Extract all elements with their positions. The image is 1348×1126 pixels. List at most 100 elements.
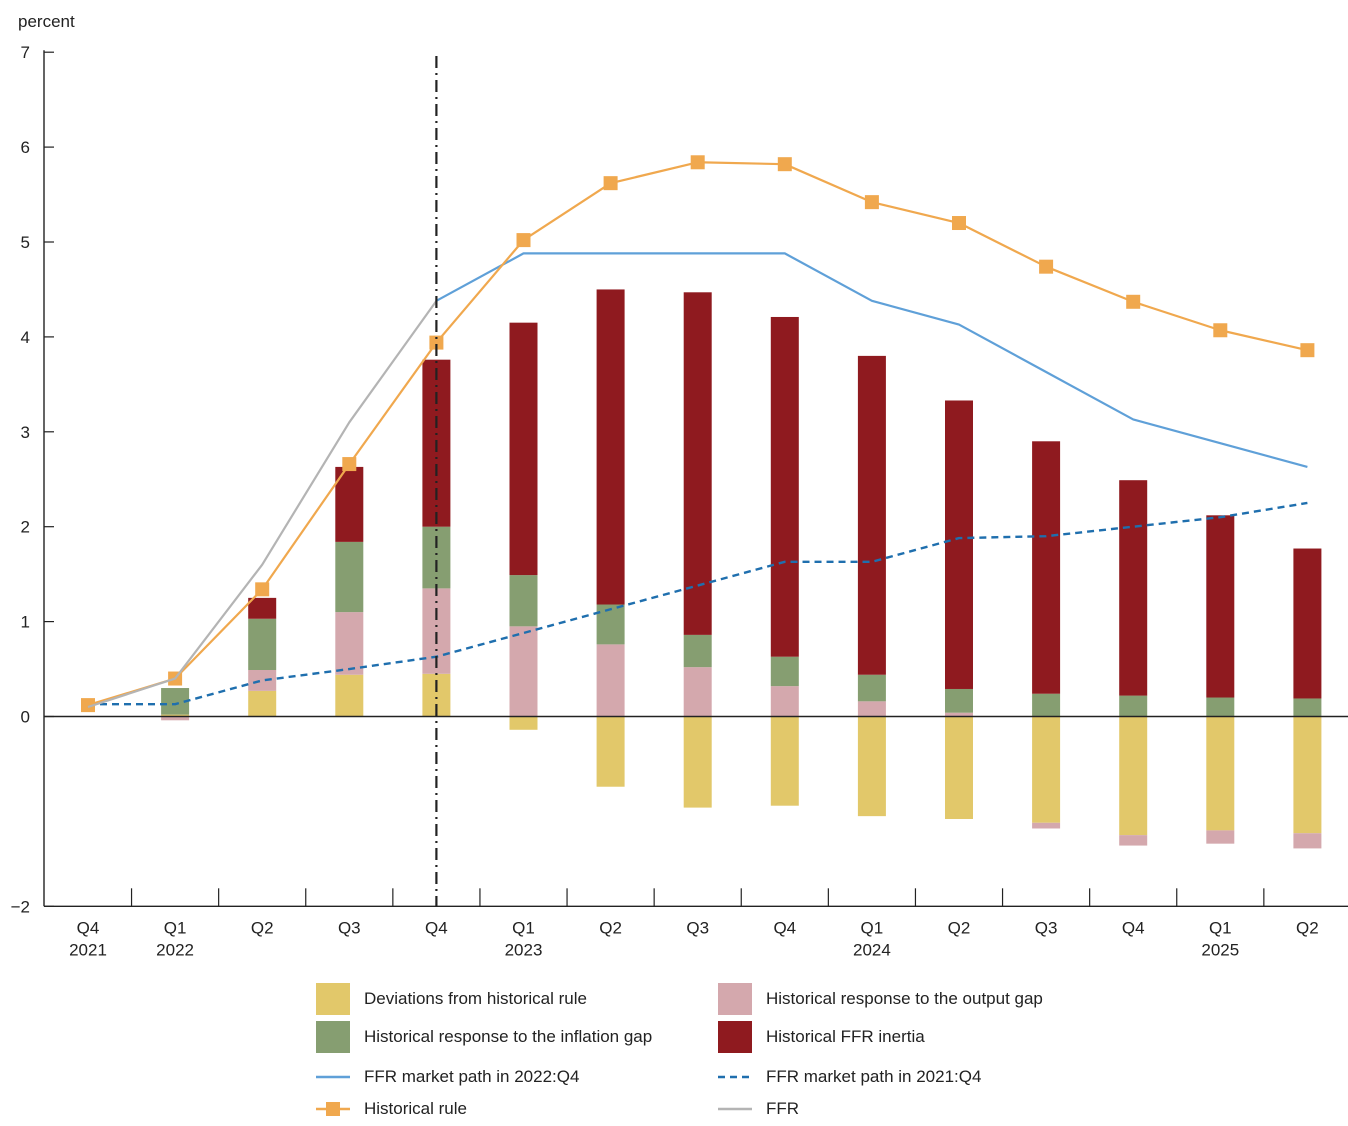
- bar-historical-response-to-the-inflation-gap: [1206, 697, 1235, 717]
- bar-historical-response-to-the-inflation-gap: [509, 575, 538, 627]
- y-tick-label: 5: [21, 233, 30, 252]
- bar-historical-response-to-the-output-gap: [509, 626, 538, 717]
- legend-item-inflation-gap: Historical response to the inflation gap: [316, 1020, 652, 1054]
- marker-historical-rule: [952, 216, 966, 231]
- bar-deviations-from-historical-rule: [857, 716, 886, 817]
- legend-label-historical-rule: Historical rule: [364, 1099, 467, 1118]
- marker-historical-rule: [1213, 323, 1228, 338]
- bar-deviations-from-historical-rule: [248, 690, 277, 717]
- legend-item-market-2021q4: FFR market path in 2021:Q4: [718, 1060, 981, 1094]
- bar-historical-response-to-the-output-gap: [1032, 822, 1061, 829]
- bar-historical-response-to-the-output-gap: [1206, 830, 1235, 844]
- bar-historical-response-to-the-inflation-gap: [422, 526, 451, 589]
- x-tick-label-quarter: Q4: [425, 918, 448, 937]
- bar-deviations-from-historical-rule: [1119, 716, 1148, 836]
- bar-historical-response-to-the-output-gap: [945, 712, 973, 717]
- bar-historical-ffr-inertia: [1293, 548, 1322, 699]
- x-tick-label-quarter: Q3: [686, 918, 709, 937]
- legend-item-historical-rule: Historical rule: [316, 1092, 467, 1126]
- bar-deviations-from-historical-rule: [1206, 716, 1235, 831]
- bar-deviations-from-historical-rule: [770, 716, 799, 806]
- bar-historical-response-to-the-output-gap: [857, 701, 886, 717]
- bar-historical-response-to-the-output-gap: [770, 686, 799, 717]
- legend-label-deviations: Deviations from historical rule: [364, 989, 587, 1008]
- line-ffr-market-path-in-2021-q4: [88, 501, 1308, 706]
- x-tick-label-quarter: Q2: [251, 918, 274, 937]
- legend-item-output-gap: Historical response to the output gap: [718, 982, 1043, 1016]
- bar-historical-ffr-inertia: [945, 400, 973, 689]
- x-tick-label-quarter: Q2: [599, 918, 622, 937]
- bar-historical-ffr-inertia: [1206, 515, 1235, 698]
- marker-historical-rule: [864, 195, 879, 210]
- bar-historical-response-to-the-inflation-gap: [1293, 698, 1322, 717]
- marker-historical-rule: [342, 457, 357, 472]
- marker-historical-rule: [429, 335, 444, 350]
- x-tick-label-quarter: Q1: [861, 918, 884, 937]
- legend-swatch-output-gap: [718, 983, 752, 1015]
- x-tick-label-year: 2022: [156, 940, 194, 959]
- y-tick-label: 3: [21, 423, 30, 442]
- legend-line-ffr: [718, 1107, 752, 1111]
- legend-item-ffr-inertia: Historical FFR inertia: [718, 1020, 925, 1054]
- marker-historical-rule: [690, 155, 705, 170]
- marker-historical-rule: [1126, 294, 1141, 309]
- bar-historical-ffr-inertia: [248, 597, 277, 619]
- bar-historical-response-to-the-inflation-gap: [335, 541, 364, 613]
- legend-label-ffr-inertia: Historical FFR inertia: [766, 1027, 925, 1046]
- marker-historical-rule: [1300, 343, 1315, 358]
- x-tick-label-quarter: Q2: [948, 918, 971, 937]
- legend-label-market-2021q4: FFR market path in 2021:Q4: [766, 1067, 982, 1086]
- bar-historical-response-to-the-inflation-gap: [1032, 693, 1061, 717]
- chart-canvas: percent −2 0 1 2 3 4 5 6 7 Q4 2021 Q1 2022 Q2 Q3 Q4 Q1 2…: [11, 12, 1348, 959]
- y-tick-label: 4: [21, 328, 30, 347]
- bar-deviations-from-historical-rule: [683, 716, 712, 808]
- marker-historical-rule: [603, 176, 618, 191]
- bar-historical-response-to-the-output-gap: [335, 612, 364, 675]
- legend-swatch-deviations: [316, 983, 350, 1015]
- y-tick-label: 0: [21, 708, 30, 727]
- x-tick-label-quarter: Q1: [1209, 918, 1232, 937]
- y-tick-label: 6: [21, 138, 30, 157]
- y-tick-label: 2: [21, 518, 30, 537]
- y-tick-label: 7: [21, 43, 30, 62]
- bar-historical-response-to-the-output-gap: [1119, 835, 1148, 846]
- legend-swatch-ffr-inertia: [718, 1021, 752, 1053]
- bar-historical-ffr-inertia: [1119, 480, 1148, 696]
- y-axis-label: percent: [18, 12, 75, 31]
- bar-historical-response-to-the-output-gap: [161, 716, 190, 721]
- x-tick-label-quarter: Q3: [338, 918, 361, 937]
- x-tick-label-quarter: Q3: [1035, 918, 1058, 937]
- x-tick-label-year: 2024: [853, 940, 891, 959]
- y-tick-label: 1: [21, 613, 30, 632]
- x-tick-label-year: 2021: [69, 940, 107, 959]
- bar-deviations-from-historical-rule: [1293, 716, 1322, 834]
- marker-historical-rule: [1039, 259, 1054, 274]
- legend-line-historical-rule: [316, 1102, 350, 1116]
- bar-deviations-from-historical-rule: [161, 714, 190, 717]
- bar-deviations-from-historical-rule: [945, 716, 973, 819]
- bar-historical-ffr-inertia: [596, 289, 625, 605]
- y-tick-label: −2: [11, 897, 30, 916]
- legend-item-market-2022q4: FFR market path in 2022:Q4: [316, 1060, 579, 1094]
- legend-label-ffr: FFR: [766, 1099, 800, 1118]
- bar-deviations-from-historical-rule: [509, 716, 538, 730]
- legend-line-market-2021q4: [718, 1075, 752, 1079]
- x-tick-label-quarter: Q4: [1122, 918, 1145, 937]
- bar-historical-response-to-the-inflation-gap: [857, 674, 886, 702]
- line-ffr-market-path-in-2022-q4: [435, 252, 1308, 468]
- legend-label-market-2022q4: FFR market path in 2022:Q4: [364, 1067, 580, 1086]
- x-tick-label-quarter: Q1: [164, 918, 187, 937]
- x-tick-label-quarter: Q4: [773, 918, 796, 937]
- marker-historical-rule: [777, 157, 792, 172]
- bar-historical-ffr-inertia: [509, 322, 538, 576]
- legend-item-ffr: FFR: [718, 1092, 799, 1126]
- bar-deviations-from-historical-rule: [596, 716, 625, 787]
- marker-historical-rule: [255, 582, 270, 597]
- bar-historical-response-to-the-output-gap: [248, 669, 277, 691]
- bar-historical-response-to-the-inflation-gap: [1119, 695, 1148, 717]
- x-tick-label-year: 2023: [505, 940, 543, 959]
- x-tick-label-quarter: Q1: [512, 918, 535, 937]
- bar-historical-response-to-the-output-gap: [1293, 833, 1322, 849]
- legend-label-output-gap: Historical response to the output gap: [766, 989, 1043, 1008]
- legend-swatch-inflation-gap: [316, 1021, 350, 1053]
